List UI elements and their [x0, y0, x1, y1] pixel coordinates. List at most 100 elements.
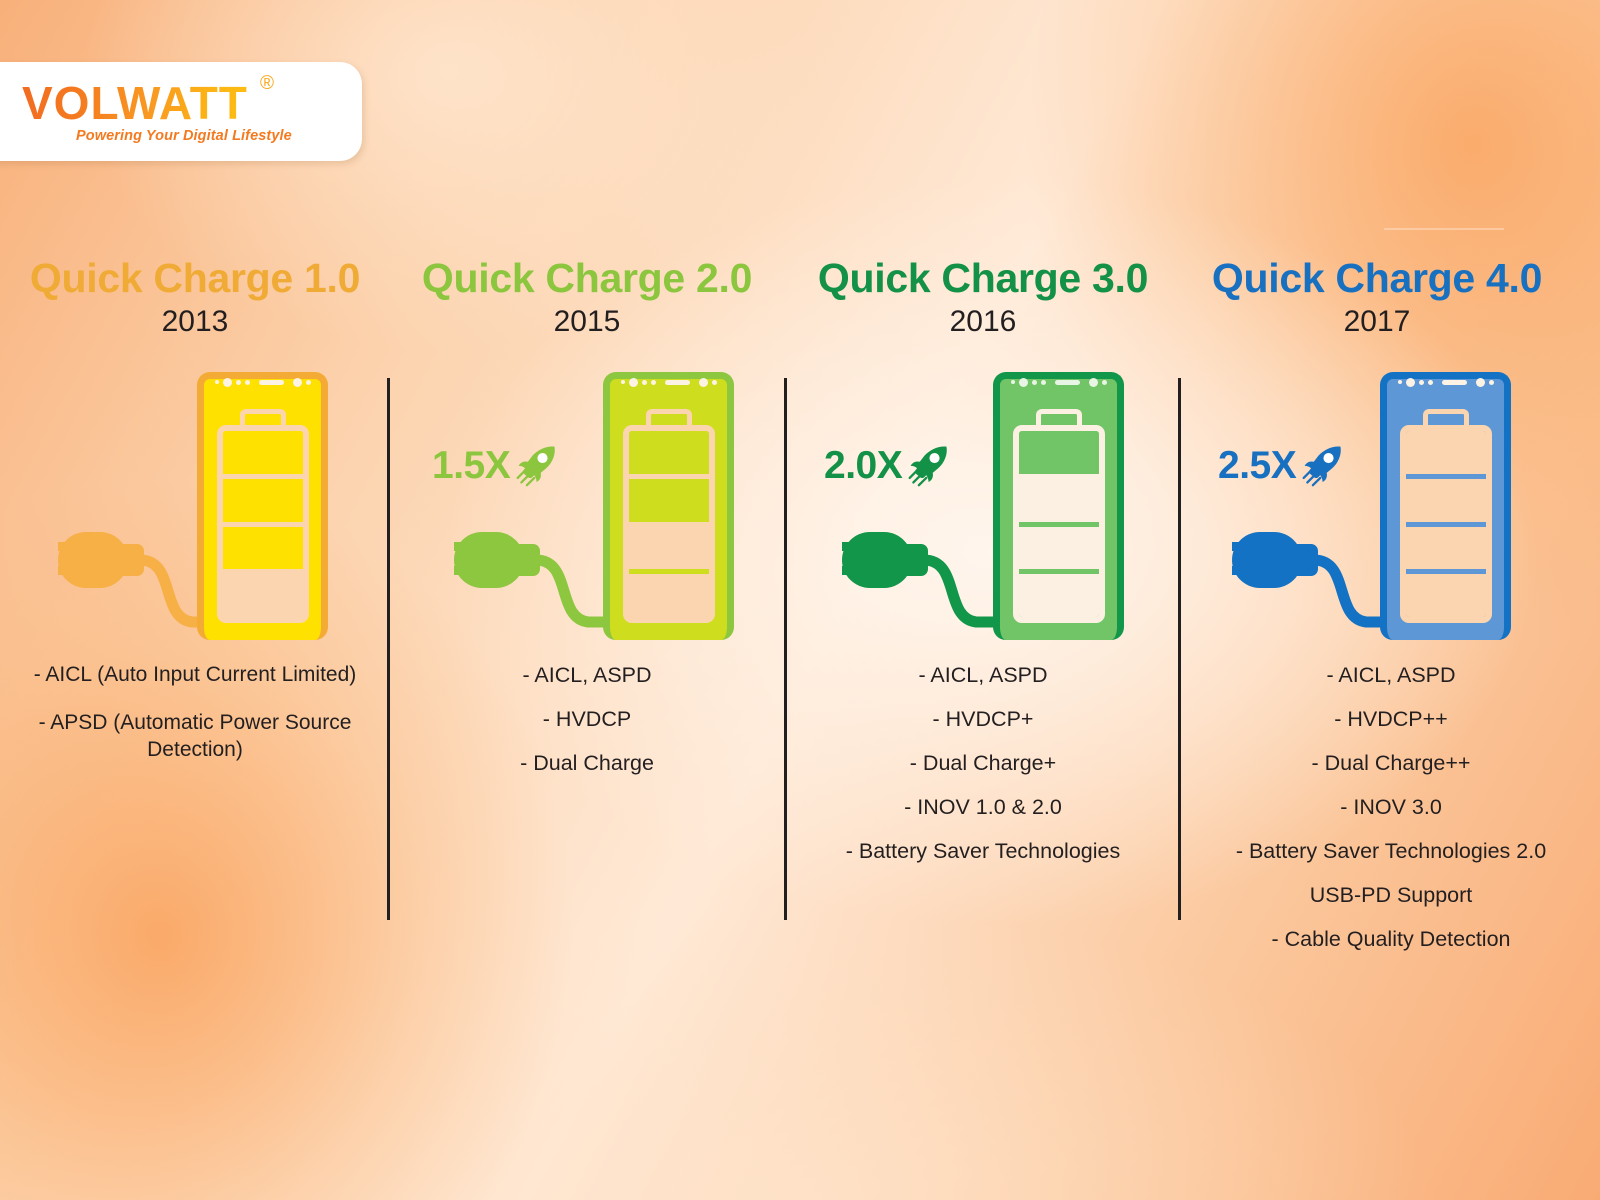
- rocket-icon: [516, 446, 556, 487]
- column-year-0: 2013: [161, 305, 229, 338]
- phone-illustration-3: [1182, 372, 1572, 647]
- phone-illustration-1: [392, 372, 782, 647]
- battery-body: [1012, 425, 1105, 623]
- phone-sensor-bar: [610, 374, 727, 390]
- battery-indicator: [622, 409, 715, 623]
- feature-item: USB-PD Support: [1309, 883, 1473, 908]
- camera-dot-icon: [1040, 379, 1046, 385]
- speed-multiplier-3: 2.5X: [1218, 442, 1346, 488]
- battery-cap: [239, 409, 286, 425]
- battery-cap: [645, 409, 692, 425]
- feature-item: - AICL, ASPD: [1326, 663, 1456, 687]
- phone-device-3: [1380, 372, 1511, 640]
- battery-indicator: [1012, 409, 1105, 623]
- battery-indicator: [1399, 409, 1492, 623]
- feature-item: - AICL, ASPD: [522, 663, 652, 687]
- battery-cell-empty: [1405, 521, 1486, 570]
- decorative-mark: [1384, 228, 1504, 230]
- phone-sensor-bar: [204, 374, 321, 390]
- camera-dot-icon: [1405, 377, 1415, 387]
- camera-dot-icon: [214, 380, 219, 384]
- battery-cell-filled: [222, 521, 303, 570]
- brand-tagline: Powering Your Digital Lifestyle: [76, 128, 292, 144]
- battery-cell-empty: [628, 569, 709, 617]
- camera-dot-icon: [628, 377, 638, 387]
- battery-cell-empty: [1405, 569, 1486, 617]
- column-divider: [784, 378, 787, 920]
- column-divider: [387, 378, 390, 920]
- multiplier-label: 1.5X: [432, 443, 511, 487]
- brand-logo-card: VOLWATT ® Powering Your Digital Lifestyl…: [0, 62, 362, 161]
- battery-cell-filled: [628, 473, 709, 522]
- column-title-3: Quick Charge 4.0: [1211, 255, 1543, 301]
- quick-charge-column: Quick Charge 4.0 2017 2.5X - AICL, ASPD - HV…: [1182, 0, 1572, 1200]
- rocket-icon: [1302, 446, 1342, 487]
- speaker-grill-icon: [664, 379, 690, 385]
- battery-cell-empty: [628, 521, 709, 570]
- camera-dot-icon: [641, 379, 647, 385]
- feature-item: - HVDCP: [542, 707, 632, 732]
- camera-dot-icon: [1010, 380, 1015, 384]
- phone-device-1: [603, 372, 734, 640]
- camera-dot-icon: [305, 379, 311, 385]
- multiplier-label: 2.0X: [824, 443, 903, 487]
- charger-plug-icon: [454, 532, 642, 628]
- column-year-3: 2017: [1343, 305, 1411, 338]
- battery-cap: [1035, 409, 1082, 425]
- feature-list-1: - AICL, ASPD - HVDCP - Dual Charge: [392, 662, 782, 794]
- feature-item: - Dual Charge: [520, 751, 654, 776]
- phone-device-0: [197, 372, 328, 640]
- speaker-grill-icon: [1441, 379, 1467, 385]
- registered-trademark-icon: ®: [260, 73, 274, 94]
- battery-body: [1399, 425, 1492, 623]
- camera-dot-icon: [1018, 377, 1028, 387]
- quick-charge-column: Quick Charge 3.0 2016 2.0X - AICL, ASPD - HV…: [788, 0, 1178, 1200]
- phone-illustration-0: [0, 372, 390, 647]
- feature-item: - Cable Quality Detection: [1271, 927, 1511, 952]
- battery-body: [216, 425, 309, 623]
- feature-item: - INOV 3.0: [1340, 795, 1442, 820]
- camera-dot-icon: [235, 379, 241, 385]
- battery-body: [622, 425, 715, 623]
- camera-dot-icon: [698, 377, 708, 387]
- quick-charge-column: Quick Charge 2.0 2015 1.5X - AICL, ASPD - HV…: [392, 0, 782, 1200]
- battery-cell-empty: [1018, 521, 1099, 570]
- camera-dot-icon: [1418, 379, 1424, 385]
- charger-plug-icon: [1232, 532, 1420, 628]
- battery-cell-empty: [1018, 473, 1099, 522]
- column-year-1: 2015: [553, 305, 621, 338]
- feature-list-3: - AICL, ASPD - HVDCP++ - Dual Charge++ - IN…: [1182, 662, 1600, 971]
- rocket-icon: [908, 446, 948, 487]
- battery-cell-empty: [1405, 473, 1486, 522]
- feature-item: - APSD (Automatic Power Source Detection…: [38, 711, 352, 761]
- column-divider: [1178, 378, 1181, 920]
- column-title-0: Quick Charge 1.0: [29, 255, 361, 301]
- phone-illustration-2: [788, 372, 1178, 647]
- feature-item: - Dual Charge++: [1311, 751, 1471, 776]
- camera-dot-icon: [711, 379, 717, 385]
- phone-sensor-bar: [1000, 374, 1117, 390]
- feature-item: - AICL, ASPD: [918, 663, 1048, 687]
- phone-sensor-bar: [1387, 374, 1504, 390]
- battery-cell-filled: [222, 431, 303, 474]
- column-title-2: Quick Charge 3.0: [817, 255, 1149, 301]
- camera-dot-icon: [222, 377, 232, 387]
- battery-cell-empty: [1405, 431, 1486, 474]
- camera-dot-icon: [1101, 379, 1107, 385]
- column-title-1: Quick Charge 2.0: [421, 255, 753, 301]
- battery-cell-filled: [222, 473, 303, 522]
- camera-dot-icon: [1488, 379, 1494, 385]
- camera-dot-icon: [1397, 380, 1402, 384]
- battery-cap: [1422, 409, 1469, 425]
- battery-indicator: [216, 409, 309, 623]
- camera-dot-icon: [620, 380, 625, 384]
- camera-dot-icon: [1475, 377, 1485, 387]
- feature-item: - Battery Saver Technologies: [845, 839, 1121, 864]
- feature-item: - AICL (Auto Input Current Limited): [33, 663, 357, 686]
- battery-cell-empty: [1018, 569, 1099, 617]
- charger-plug-icon: [58, 532, 246, 628]
- charger-plug-icon: [842, 532, 1030, 628]
- column-year-2: 2016: [949, 305, 1017, 338]
- battery-cell-filled: [628, 431, 709, 474]
- feature-item: - HVDCP++: [1334, 707, 1448, 732]
